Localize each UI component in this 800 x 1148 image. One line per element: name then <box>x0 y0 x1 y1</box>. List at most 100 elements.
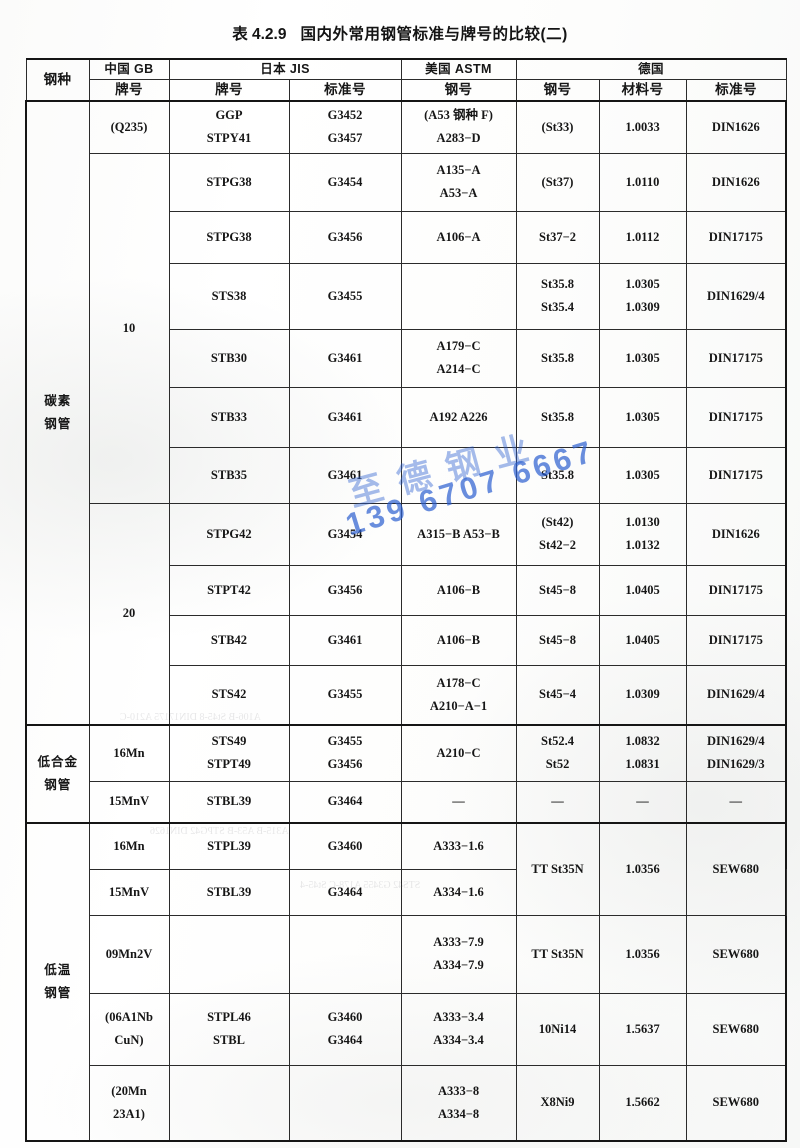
cell-line: 碳素 <box>44 394 72 409</box>
de-standard-cell: SEW680 <box>685 992 788 1066</box>
table-row: 10 STPG38 G3454 A135−A A53−A (St37) 1.0110 DIN1… <box>26 152 788 504</box>
astm-grade-cell <box>400 446 517 504</box>
comparison-table-container: 钢种 中国 GB 日本 JIS 美国 ASTM 德国 牌号 牌号 标准号 钢号 … <box>25 58 788 1143</box>
jis-standard-cell: G3454 <box>288 502 402 566</box>
cell-line: 1.0033 <box>625 119 660 134</box>
de-grade-cell: (St33) <box>515 100 600 154</box>
cell-line: G3464 <box>327 884 363 899</box>
cell-line <box>172 1094 287 1111</box>
jis-grade-cell: STPG38 <box>168 152 290 212</box>
de-standard-cell: DIN1629/4 <box>685 262 788 330</box>
cell-line: (06A1Nb <box>105 1010 153 1025</box>
de-standard-cell: DIN17175 <box>685 564 788 616</box>
cell-line: 钢管 <box>44 986 72 1001</box>
cell-line: A135−A <box>436 163 481 178</box>
cell-line: A106−B <box>436 632 481 647</box>
astm-grade-cell <box>400 262 517 330</box>
cell-line: 20 <box>122 606 136 621</box>
jis-grade-cell: STS38 <box>168 262 290 330</box>
jis-standard-cell: G3455 <box>288 664 402 726</box>
cell-line: 1.0356 <box>625 861 660 876</box>
cell-line: — <box>729 794 743 809</box>
cell-line: — <box>452 794 465 809</box>
cell-line: CuN) <box>114 1033 144 1048</box>
header-germany-material: 材料号 <box>598 78 687 102</box>
cell-line: 1.0832 <box>625 734 660 749</box>
cell-line: 16Mn <box>113 745 145 760</box>
jis-grade-cell: STB35 <box>168 446 290 504</box>
cell-line: A210−A−1 <box>429 698 488 713</box>
de-grade-cell: St52.4 St52 <box>515 724 600 782</box>
cell-line: A334−8 <box>437 1106 480 1121</box>
cell-line: G3461 <box>327 350 363 365</box>
table-row: 15MnV STBL39 G3464 A334−1.6 <box>26 868 786 916</box>
de-grade-cell: (St37) <box>515 152 600 212</box>
cell-line: G3455 <box>327 288 363 303</box>
cell-line: A53−A <box>439 186 478 201</box>
de-material-cell: — <box>598 780 687 824</box>
cell-line: 1.0309 <box>625 300 660 315</box>
de-grade-cell: St45−4 <box>515 664 600 726</box>
cell-line: St52 <box>545 757 570 772</box>
cell-line: A334−1.6 <box>433 884 484 899</box>
table-row: STS42 G3455 A178−C A210−A−1 St45−4 1.0309 DIN1… <box>26 664 788 726</box>
steel-type-group: 碳素 钢管 <box>25 100 90 726</box>
de-grade-cell: St45−8 <box>515 614 600 666</box>
de-grade-cell: 10Ni14 <box>515 992 600 1066</box>
cell-line: G3461 <box>327 409 363 424</box>
cell-line: 1.0112 <box>625 229 660 244</box>
cell-line: G3455 <box>327 734 363 749</box>
cell-line: 15MnV <box>108 794 150 809</box>
cell-line: STPY41 <box>206 131 252 146</box>
cell-line: STPL46 <box>207 1010 251 1025</box>
de-standard-cell: SEW680 <box>685 822 788 916</box>
jis-grade-cell: STB33 <box>168 386 290 448</box>
jis-grade-cell: STPG42 <box>168 502 290 566</box>
de-standard-cell: DIN1626 <box>685 502 788 566</box>
table-title-text: 国内外常用钢管标准与牌号的比较(二) <box>300 26 568 43</box>
cell-line: STPT42 <box>207 582 251 597</box>
gb-grade-cell: 15MnV <box>88 780 170 824</box>
cell-line: DIN17175 <box>708 350 763 365</box>
de-standard-cell: DIN17175 <box>685 446 788 504</box>
table-body: 碳素 钢管 (Q235) GGP STPY41 G3452 G3457 (A53 钢种 F) A… <box>25 100 788 1142</box>
cell-line: 1.0305 <box>625 409 660 424</box>
de-material-cell: 1.5662 <box>598 1064 687 1142</box>
cell-line: 钢管 <box>44 778 72 793</box>
table-title: 表 4.2.9 国内外常用钢管标准与牌号的比较(二) <box>0 22 800 44</box>
de-standard-cell: DIN17175 <box>685 614 788 666</box>
cell-line: 1.0405 <box>625 632 660 647</box>
cell-line: St37−2 <box>539 229 577 244</box>
cell-line: A214−C <box>436 362 481 377</box>
de-grade-cell: St45−8 <box>515 564 600 616</box>
cell-line: St45−8 <box>539 582 577 597</box>
cell-line: DIN1626 <box>711 174 760 189</box>
cell-line: G3460 <box>327 838 363 853</box>
cell-line: A106−B <box>436 582 481 597</box>
de-material-cell: 1.0356 <box>598 822 687 916</box>
cell-line: 1.0831 <box>625 757 660 772</box>
cell-line: A179−C <box>436 339 481 354</box>
cell-line: STBL39 <box>206 794 252 809</box>
cell-line: STS38 <box>211 288 247 303</box>
cell-line: 低合金 <box>37 755 78 770</box>
jis-standard-cell: G3454 <box>288 152 402 212</box>
cell-line: A333−7.9 <box>433 935 484 950</box>
astm-grade-cell: A106−B <box>400 564 517 616</box>
cell-line: X8Ni9 <box>540 1095 575 1110</box>
cell-line: STS49 <box>211 734 247 749</box>
astm-grade-cell: (A53 钢种 F) A283−D <box>400 100 517 154</box>
jis-grade-cell <box>168 914 290 994</box>
de-material-cell: 1.0130 1.0132 <box>598 502 687 566</box>
cell-line: STPG38 <box>206 229 252 244</box>
header-row-subcolumns: 牌号 牌号 标准号 钢号 钢号 材料号 标准号 <box>26 78 787 102</box>
astm-grade-cell: A333−8 A334−8 <box>400 1064 517 1142</box>
cell-line: St35.4 <box>541 300 575 315</box>
cell-line: G3456 <box>327 582 363 597</box>
cell-line: G3454 <box>327 526 363 541</box>
cell-line <box>172 946 287 963</box>
cell-line: St35.8 <box>541 350 575 365</box>
de-grade-cell: St37−2 <box>515 210 600 264</box>
jis-standard-cell <box>288 1064 402 1142</box>
